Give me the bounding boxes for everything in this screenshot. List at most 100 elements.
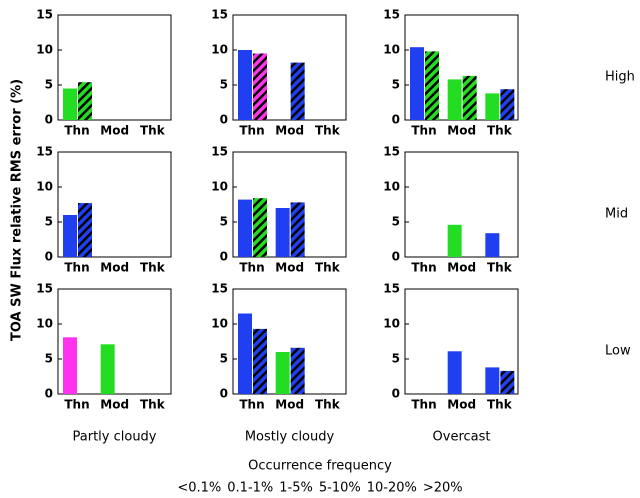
y-tick-label: 5 <box>220 352 228 366</box>
y-tick-label: 10 <box>383 317 400 331</box>
y-tick-label: 15 <box>36 8 53 22</box>
x-tick-label: Thk <box>315 124 341 138</box>
x-tick-label: Thn <box>411 261 436 275</box>
x-tick-label: Thn <box>239 261 264 275</box>
x-tick-label: Thn <box>64 261 89 275</box>
x-tick-label: Mod <box>275 124 304 138</box>
hatched-bar <box>78 203 92 257</box>
legend-item: 5-10% <box>319 481 361 496</box>
y-tick-label: 5 <box>45 215 53 229</box>
x-tick-label: Thk <box>487 261 513 275</box>
bar <box>63 88 77 120</box>
x-tick-label: Thn <box>411 398 436 412</box>
column-label: Partly cloudy <box>73 430 157 445</box>
x-tick-label: Thk <box>487 124 513 138</box>
y-tick-label: 10 <box>211 317 228 331</box>
plot-frame <box>57 151 172 258</box>
bar <box>238 50 252 120</box>
x-tick-label: Mod <box>447 124 476 138</box>
hatched-bar <box>290 62 305 120</box>
x-tick-label: Thn <box>64 124 89 138</box>
column-label: Overcast <box>433 430 491 445</box>
plot-frame <box>57 14 172 121</box>
y-tick-label: 0 <box>45 250 53 264</box>
y-tick-label: 0 <box>220 250 228 264</box>
y-tick-label: 0 <box>392 387 400 401</box>
x-tick-label: Mod <box>100 398 129 412</box>
y-tick-label: 0 <box>220 113 228 127</box>
x-tick-label: Thn <box>239 124 264 138</box>
y-tick-label: 15 <box>383 145 400 159</box>
y-tick-label: 10 <box>383 180 400 194</box>
legend-item: <0.1% <box>177 481 221 496</box>
y-tick-label: 10 <box>36 180 53 194</box>
x-tick-label: Mod <box>447 261 476 275</box>
x-tick-label: Thn <box>239 398 264 412</box>
y-tick-label: 0 <box>45 387 53 401</box>
y-tick-label: 15 <box>211 282 228 296</box>
y-tick-label: 10 <box>36 43 53 57</box>
y-tick-label: 10 <box>211 180 228 194</box>
legend-item: >20% <box>423 481 463 496</box>
x-tick-label: Thk <box>140 124 166 138</box>
bar <box>275 352 290 394</box>
bar <box>447 224 462 257</box>
y-tick-label: 0 <box>45 113 53 127</box>
row-label: Mid <box>605 207 628 222</box>
plot-frame <box>232 14 347 121</box>
y-tick-label: 5 <box>45 78 53 92</box>
bar <box>410 47 424 121</box>
y-tick-label: 15 <box>211 145 228 159</box>
bar <box>447 79 462 120</box>
x-tick-label: Mod <box>275 261 304 275</box>
bar <box>447 351 462 394</box>
bar <box>485 93 500 120</box>
y-tick-label: 0 <box>392 250 400 264</box>
y-tick-label: 10 <box>383 43 400 57</box>
y-tick-label: 5 <box>220 78 228 92</box>
y-tick-label: 0 <box>220 387 228 401</box>
row-label: High <box>605 70 635 85</box>
legend-title: Occurrence frequency <box>248 459 392 474</box>
legend-item: 10-20% <box>367 481 417 496</box>
y-tick-label: 10 <box>36 317 53 331</box>
bar <box>238 313 252 394</box>
bar <box>485 367 500 394</box>
y-tick-label: 5 <box>392 78 400 92</box>
y-tick-label: 0 <box>392 113 400 127</box>
hatched-bar <box>253 328 267 394</box>
hatched-bar <box>78 82 92 120</box>
x-tick-label: Thk <box>140 398 166 412</box>
x-tick-label: Mod <box>275 398 304 412</box>
x-tick-label: Thn <box>411 124 436 138</box>
y-tick-label: 15 <box>383 282 400 296</box>
x-tick-label: Mod <box>447 398 476 412</box>
y-axis-label: TOA SW Flux relative RMS error (%) <box>10 79 25 341</box>
bar <box>63 215 77 257</box>
legend-item: 0.1-1% <box>227 481 273 496</box>
y-tick-label: 5 <box>392 352 400 366</box>
hatched-bar <box>425 51 439 120</box>
hatched-bar <box>253 198 267 257</box>
hatched-bar <box>290 347 305 394</box>
y-tick-label: 5 <box>220 215 228 229</box>
hatched-bar <box>290 202 305 257</box>
x-tick-label: Thk <box>140 261 166 275</box>
hatched-bar <box>253 53 267 120</box>
y-tick-label: 15 <box>211 8 228 22</box>
y-tick-label: 5 <box>392 215 400 229</box>
hatched-bar <box>500 89 515 120</box>
x-tick-label: Thk <box>487 398 513 412</box>
x-tick-label: Thk <box>315 261 341 275</box>
y-tick-label: 15 <box>383 8 400 22</box>
legend-item: 1-5% <box>279 481 313 496</box>
y-tick-label: 15 <box>36 145 53 159</box>
hatched-bar <box>462 75 477 120</box>
x-tick-label: Mod <box>100 261 129 275</box>
bar <box>238 199 252 257</box>
bar <box>275 208 290 257</box>
row-label: Low <box>605 344 631 359</box>
bar <box>63 337 77 394</box>
x-tick-label: Thn <box>64 398 89 412</box>
